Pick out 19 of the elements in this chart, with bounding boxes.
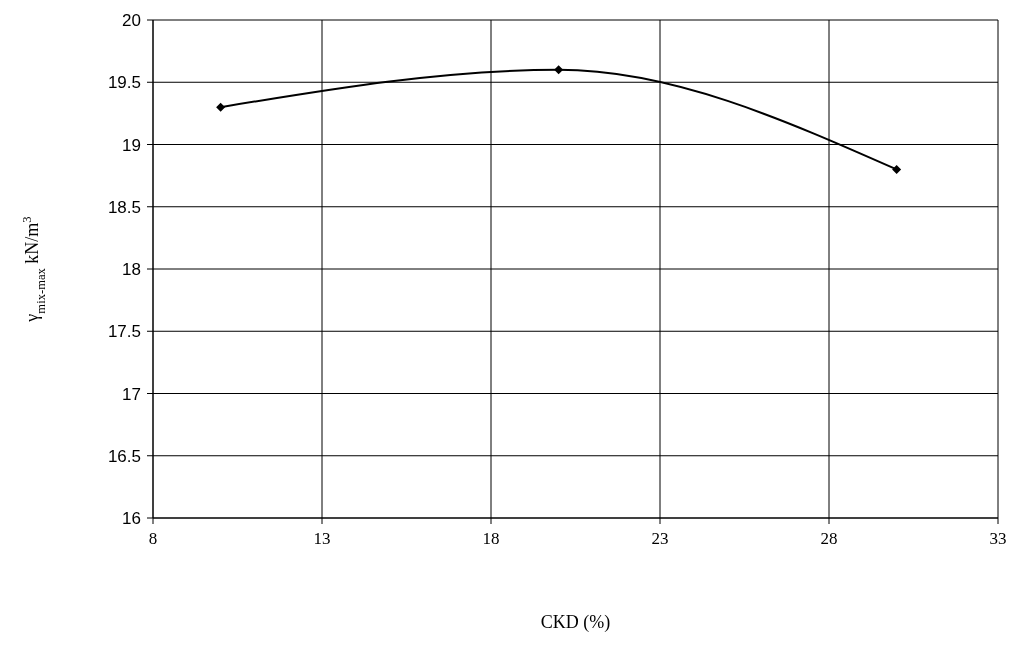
point (892, 164, 902, 174)
x-tick-label: 33 (989, 529, 1007, 549)
point (554, 65, 564, 75)
x-tick-label: 28 (820, 529, 838, 549)
x-tick-label: 13 (313, 529, 331, 549)
y-tick-label: 20 (122, 11, 141, 31)
x-axis-title: CKD (%) (540, 612, 611, 633)
y-tick-label: 16.5 (107, 446, 141, 466)
y-tick-label: 19 (122, 135, 141, 155)
x-tick-label: 23 (651, 529, 669, 549)
x-tick-label: 8 (148, 529, 158, 549)
y-tick-label: 16 (122, 509, 141, 529)
y-tick-label: 19.5 (107, 73, 141, 93)
y-tick-label: 17 (122, 384, 141, 404)
y-tick-label: 18.5 (107, 197, 141, 217)
x-tick-label: 18 (482, 529, 500, 549)
y-tick-label: 17.5 (107, 322, 141, 342)
point (216, 102, 226, 112)
y-tick-label: 18 (122, 260, 141, 280)
